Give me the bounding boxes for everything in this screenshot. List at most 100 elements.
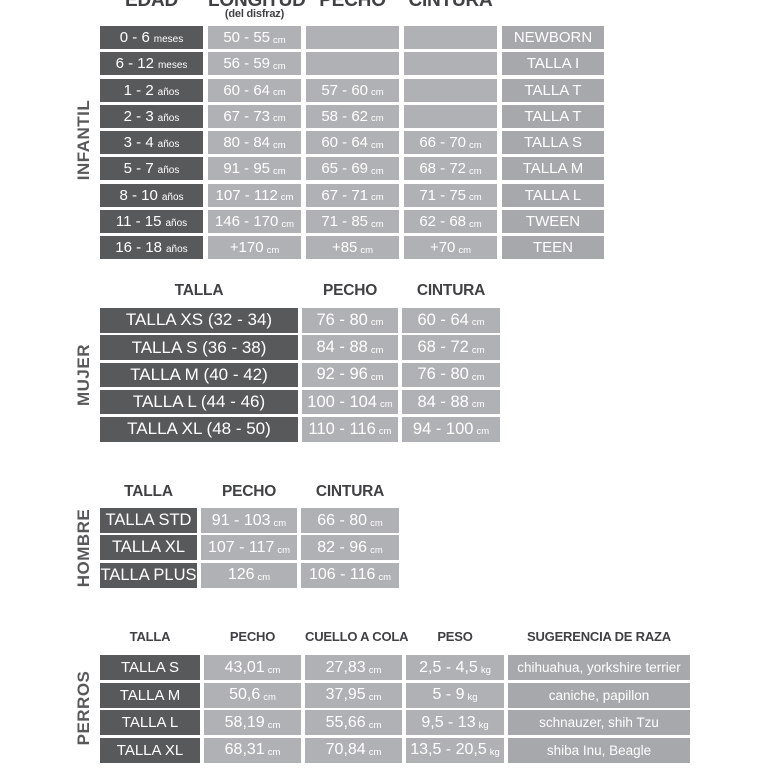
cell-value: 50,6 bbox=[229, 686, 261, 704]
talla-cell: TALLA S bbox=[502, 131, 604, 155]
longitud-cell: 50 - 55 cm bbox=[208, 26, 301, 49]
cell-value: 56 - 59 bbox=[223, 55, 271, 73]
cell-value: TALLA L (44 - 46) bbox=[132, 392, 266, 412]
talla-cell: TEEN bbox=[502, 236, 604, 260]
peso-cell: 9,5 - 13 kg bbox=[406, 710, 504, 736]
pecho-cell: 92 - 96 cm bbox=[302, 362, 398, 388]
talla-cell: TALLA STD bbox=[100, 508, 197, 533]
talla-cell: TALLA XS (32 - 34) bbox=[100, 308, 298, 333]
cell-unit: cm bbox=[378, 426, 392, 438]
cell-value: 3 - 4 bbox=[123, 134, 154, 152]
talla-cell: TALLA S bbox=[100, 655, 200, 680]
cell-value: 68 - 72 bbox=[419, 160, 467, 178]
pecho-cell: 100 - 104 cm bbox=[302, 389, 398, 415]
edad-cell: 5 - 7 años bbox=[100, 157, 203, 181]
cell-value: 91 - 103 bbox=[211, 511, 271, 529]
perros-col-header-talla: TALLA bbox=[129, 629, 171, 644]
longitud-cell: 80 - 84 cm bbox=[208, 131, 301, 155]
cell-unit: cm bbox=[281, 218, 295, 230]
cell-unit: cm bbox=[471, 317, 485, 329]
cell-unit: cm bbox=[368, 664, 382, 676]
talla-cell: TALLA XL bbox=[100, 535, 197, 561]
cell-unit: cm bbox=[371, 165, 384, 177]
cell-unit: cm bbox=[277, 544, 291, 556]
talla-cell: TALLA M (40 - 42) bbox=[100, 362, 298, 388]
pecho-cell: 60 - 64 cm bbox=[306, 131, 399, 155]
cell-unit: años bbox=[165, 218, 188, 230]
cell-value: TEEN bbox=[532, 239, 573, 257]
longitud-cell: 107 - 112 cm bbox=[208, 183, 301, 207]
cell-unit: años bbox=[161, 191, 184, 203]
cell-value: 55,66 bbox=[325, 713, 366, 731]
longitud-cell: 60 - 64 cm bbox=[208, 78, 301, 102]
cell-unit: cm bbox=[370, 317, 384, 329]
cell-unit: años bbox=[157, 139, 180, 151]
edad-cell: 2 - 3 años bbox=[100, 104, 203, 128]
longitud-cell: +170 cm bbox=[208, 236, 301, 260]
cell-unit: kg bbox=[480, 664, 491, 676]
cell-unit: cm bbox=[371, 113, 384, 125]
talla-cell: TALLA S (36 - 38) bbox=[100, 335, 298, 360]
perros-col-header-cuello: CUELLO A COLA bbox=[305, 629, 409, 644]
cell-unit: cm bbox=[458, 244, 472, 256]
cell-unit: cm bbox=[263, 692, 276, 704]
talla-cell: TALLA T bbox=[502, 104, 604, 128]
cell-unit: cm bbox=[266, 244, 280, 256]
cuello-cell: 70,84 cm bbox=[305, 737, 402, 763]
talla-cell: TALLA PLUS bbox=[100, 562, 197, 588]
cell-value: 110 - 116 bbox=[308, 419, 376, 438]
cell-value: 16 - 18 bbox=[115, 239, 162, 257]
cell-unit: cm bbox=[476, 426, 490, 438]
cintura-cell: 84 - 88 cm bbox=[402, 389, 500, 415]
cell-unit: cm bbox=[378, 572, 392, 584]
cell-unit: años bbox=[166, 244, 188, 256]
cell-value: 82 - 96 bbox=[317, 538, 368, 556]
cell-unit: cm bbox=[370, 344, 384, 356]
cell-unit: meses bbox=[157, 60, 188, 72]
cell-unit: cm bbox=[370, 544, 383, 556]
cell-value: 68 - 72 bbox=[417, 338, 469, 357]
pecho-cell: 68,31 cm bbox=[204, 737, 301, 763]
cell-value: +85 bbox=[331, 239, 358, 257]
cell-value: TALLA M bbox=[522, 160, 584, 178]
longitud-cell: 91 - 95 cm bbox=[208, 157, 301, 181]
cell-unit: cm bbox=[469, 165, 482, 177]
cell-unit: cm bbox=[267, 719, 281, 731]
cell-unit: cm bbox=[370, 371, 384, 383]
cell-value: 9,5 - 13 bbox=[421, 713, 476, 731]
cell-value: 0 - 6 bbox=[119, 29, 150, 46]
infantil-col-header-cintura: CINTURA bbox=[408, 0, 493, 11]
cell-value: TALLA L bbox=[524, 186, 582, 204]
peso-cell: 13,5 - 20,5 kg bbox=[406, 737, 504, 763]
cell-unit: cm bbox=[360, 244, 374, 256]
cintura-cell: 66 - 80 cm bbox=[301, 508, 399, 533]
cell-unit: cm bbox=[273, 517, 287, 529]
cell-unit: cm bbox=[380, 399, 393, 411]
talla-cell: TALLA XL (48 - 50) bbox=[100, 417, 298, 442]
mujer-col-header-talla: TALLA bbox=[174, 282, 224, 299]
cell-value: 5 - 9 bbox=[432, 686, 465, 704]
edad-cell: 3 - 4 años bbox=[100, 131, 203, 155]
cell-value: chihuahua, yorkshire terrier bbox=[517, 660, 681, 675]
pecho-cell: 84 - 88 cm bbox=[302, 335, 398, 360]
talla-cell: TALLA L bbox=[502, 183, 604, 207]
cell-value: 126 bbox=[227, 566, 255, 584]
cell-value: 84 - 88 bbox=[316, 338, 368, 357]
cintura-cell: 66 - 70 cm bbox=[404, 131, 497, 155]
cell-unit: cm bbox=[471, 371, 485, 383]
pecho-cell: 107 - 117 cm bbox=[201, 535, 297, 561]
pecho-cell: 91 - 103 cm bbox=[201, 508, 297, 533]
perros-col-header-pecho: PECHO bbox=[229, 629, 276, 644]
cell-unit: cm bbox=[371, 218, 384, 230]
pecho-cell: 50,6 cm bbox=[204, 682, 301, 708]
infantil-table: 0 - 6 meses 50 - 55 cm NEWBORN 6 - 12 meses… bbox=[100, 26, 604, 260]
cell-value: 71 - 85 bbox=[321, 213, 369, 231]
perros-col-header-peso: PESO bbox=[437, 629, 473, 644]
talla-cell: NEWBORN bbox=[502, 26, 604, 49]
edad-cell: 1 - 2 años bbox=[100, 78, 203, 102]
cell-value: 60 - 64 bbox=[321, 134, 369, 152]
cuello-cell: 55,66 cm bbox=[305, 710, 402, 736]
talla-cell: TALLA L (44 - 46) bbox=[100, 389, 298, 415]
cell-unit: kg bbox=[467, 692, 478, 704]
cell-unit: cm bbox=[273, 165, 286, 177]
